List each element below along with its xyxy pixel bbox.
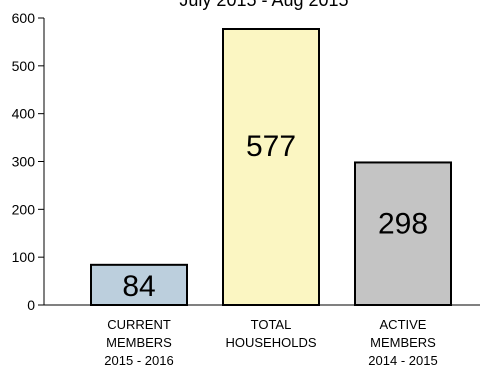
y-tick-label: 600 [12,10,36,26]
x-category-label-line: TOTAL [251,317,292,332]
x-category-label-line: CURRENT [107,317,171,332]
bar [90,263,188,307]
x-category-label-line: ACTIVE [380,317,427,332]
y-tick-label: 400 [12,106,36,122]
x-category-label-line: MEMBERS [370,335,436,350]
y-tick-label: 200 [12,201,36,217]
chart-title: July 2015 - Aug 2015 [179,0,348,10]
bar [354,161,452,306]
bar-value-label: 84 [122,270,155,303]
x-category-label-line: 2014 - 2015 [368,353,437,368]
bar [222,28,320,306]
y-tick-label: 0 [27,297,35,313]
y-tick-label: 500 [12,58,36,74]
y-tick-label: 300 [12,154,36,170]
y-axis-ticks: 0 100 200 300 400 500 600 [12,10,44,313]
bars: 84 577 298 [90,28,452,307]
y-tick-label: 100 [12,249,36,265]
bar-value-label: 298 [378,207,428,240]
x-category-label-line: HOUSEHOLDS [225,335,316,350]
bar-value-label: 577 [246,130,296,163]
x-category-label-line: MEMBERS [106,335,172,350]
x-category-label-line: 2015 - 2016 [104,353,173,368]
x-axis-category-labels: CURRENT MEMBERS 2015 - 2016 TOTAL HOUSEHOLDS… [104,317,437,368]
